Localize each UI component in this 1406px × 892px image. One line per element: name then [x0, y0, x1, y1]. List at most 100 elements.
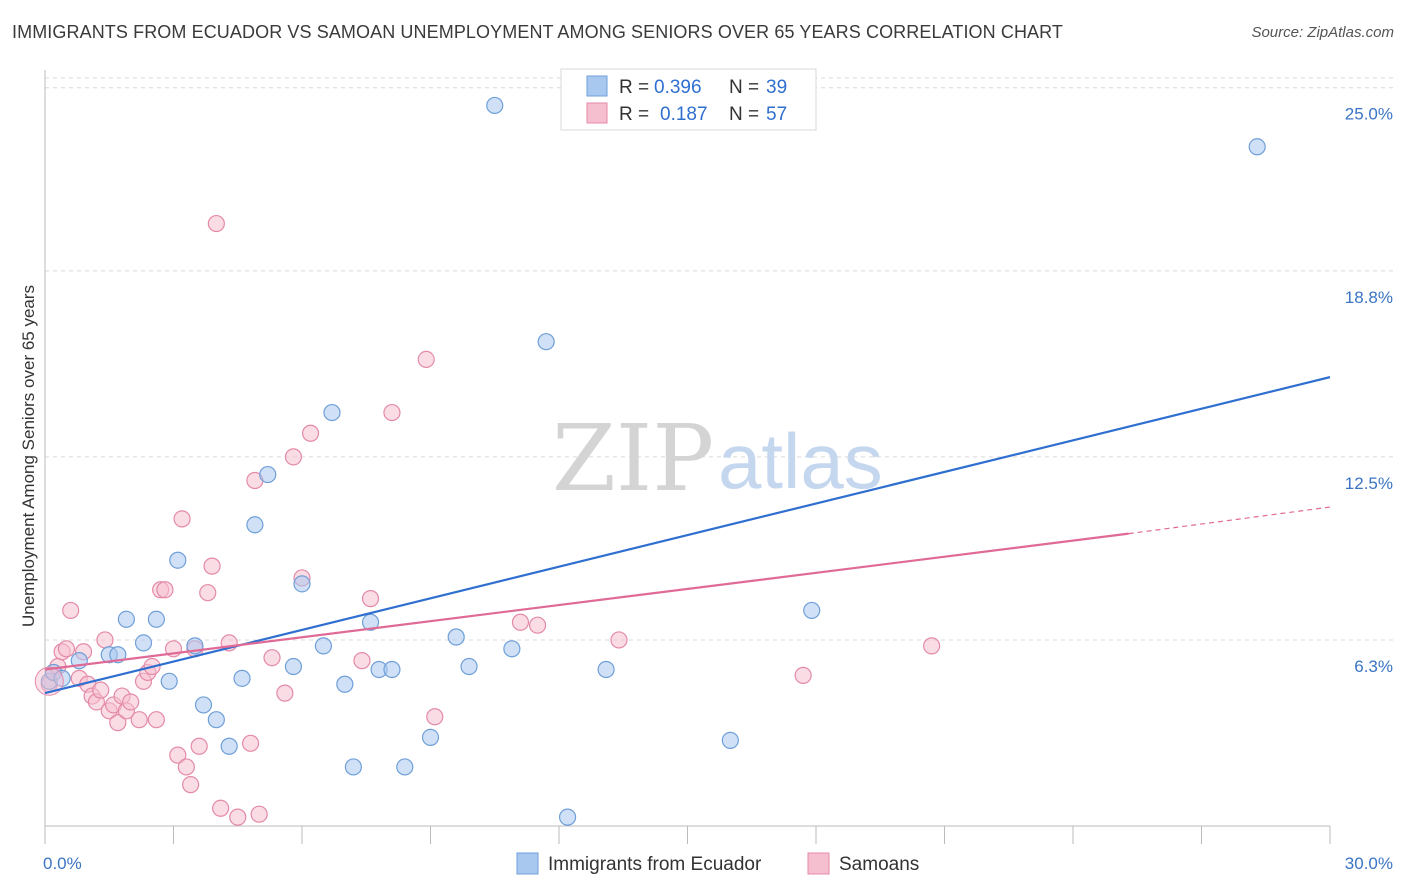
samoan-point: [96, 631, 114, 649]
legend: R = 0.396 N = 39 R = 0.187 N = 57: [560, 68, 817, 131]
ecuador-point: [558, 808, 577, 826]
samoan-point: [203, 557, 221, 575]
samoan-point: [353, 652, 371, 670]
ecuador-point: [447, 628, 465, 646]
ecuador-point: [160, 672, 178, 690]
ecuador-point: [323, 403, 341, 422]
x-tick-label: 0.0%: [43, 854, 82, 873]
samoan-point: [229, 808, 247, 826]
samoan-point: [173, 510, 191, 528]
grid-lines: [45, 77, 1393, 641]
ecuador-point: [293, 575, 311, 593]
cluster-point: [34, 666, 64, 696]
bottom-legend-swatch-samoan: [807, 852, 830, 875]
samoan-point: [147, 711, 165, 729]
legend-n-label-samoan: N =: [729, 104, 759, 125]
legend-n-value-ecuador: 39: [766, 77, 787, 98]
samoan-point: [301, 424, 320, 442]
source-label: Source: ZipAtlas.com: [1251, 24, 1394, 41]
x-tick-labels: 0.0% 30.0%: [43, 854, 1393, 873]
legend-n-label-ecuador: N =: [729, 77, 759, 98]
trend-lines: [44, 376, 1331, 695]
samoan-point: [361, 590, 380, 608]
samoan-point: [284, 448, 303, 466]
samoan-point: [92, 681, 110, 699]
ecuador-point: [1248, 138, 1266, 156]
y-axis-label: Unemployment Among Seniors over 65 years: [19, 285, 38, 627]
ecuador-point: [486, 96, 504, 115]
legend-r-value-ecuador: 0.396: [654, 77, 702, 98]
samoan-point: [794, 666, 812, 684]
ecuador-point: [314, 637, 333, 655]
samoan-point: [383, 403, 401, 422]
ecuador-point: [109, 646, 127, 664]
samoan-point: [177, 758, 195, 776]
legend-r-value-samoan: 0.187: [660, 104, 708, 125]
legend-swatch-samoan: [586, 102, 608, 124]
samoan-point: [190, 737, 208, 755]
samoan-point: [250, 805, 268, 823]
watermark-zip: ZIP: [552, 405, 714, 512]
ecuador-point: [396, 758, 414, 776]
samoan-trend-extension: [1128, 506, 1331, 535]
samoan-point: [169, 746, 187, 764]
ecuador-point: [194, 696, 213, 714]
y-tick-label: 25.0%: [1345, 105, 1393, 124]
ecuador-trend-line: [44, 376, 1331, 695]
legend-swatch-ecuador: [586, 75, 608, 97]
ecuador-point: [344, 758, 362, 776]
samoan-point: [57, 640, 76, 658]
ecuador-point: [284, 657, 303, 676]
legend-n-value-samoan: 57: [766, 104, 787, 125]
data-points: [34, 96, 1266, 826]
samoan-point: [426, 708, 444, 726]
watermark-atlas: atlas: [718, 417, 883, 505]
samoan-point: [122, 693, 140, 711]
ecuador-point: [169, 551, 187, 569]
samoan-point: [263, 649, 281, 667]
ecuador-point: [134, 634, 153, 652]
y-tick-label: 6.3%: [1354, 657, 1393, 676]
samoan-point: [610, 631, 628, 649]
bottom-legend-swatch-ecuador: [516, 852, 539, 875]
ecuador-point: [421, 728, 440, 747]
y-tick-labels: 6.3% 12.5% 18.8% 25.0%: [1345, 105, 1393, 676]
ecuador-point: [147, 610, 165, 628]
watermark: ZIP atlas: [552, 405, 883, 512]
ecuador-point: [117, 610, 135, 628]
samoan-point: [156, 581, 174, 599]
x-tick-label: 30.0%: [1345, 854, 1393, 873]
ecuador-point: [361, 613, 380, 631]
ecuador-point: [220, 737, 238, 755]
samoan-point: [417, 350, 435, 369]
ecuador-point: [259, 465, 277, 484]
samoan-point: [511, 613, 530, 631]
legend-r-label-ecuador: R =: [619, 77, 649, 98]
samoan-point: [207, 214, 225, 233]
ecuador-point: [537, 333, 555, 351]
bottom-legend-samoan: Samoans: [839, 854, 919, 875]
samoan-point: [199, 584, 217, 602]
samoan-point: [276, 684, 294, 702]
y-tick-label: 12.5%: [1345, 474, 1393, 493]
ecuador-point: [383, 660, 401, 679]
legend-r-label-samoan: R =: [619, 104, 649, 125]
ecuador-point: [597, 660, 615, 679]
ecuador-point: [207, 711, 225, 729]
samoan-trend-line: [44, 532, 1129, 671]
bottom-legend-ecuador: Immigrants from Ecuador: [548, 854, 762, 875]
ecuador-point: [803, 601, 821, 620]
samoan-point: [528, 616, 547, 634]
ecuador-point: [336, 675, 354, 693]
samoan-point: [109, 714, 127, 732]
samoan-point: [182, 776, 200, 794]
ecuador-point: [503, 640, 521, 658]
axes: [44, 70, 1331, 844]
bottom-legend: Immigrants from Ecuador Samoans: [516, 852, 919, 875]
samoan-point: [130, 711, 148, 729]
samoan-point: [923, 637, 941, 655]
chart-title: IMMIGRANTS FROM ECUADOR VS SAMOAN UNEMPL…: [12, 22, 1064, 42]
y-tick-label: 18.8%: [1345, 288, 1393, 307]
ecuador-point: [460, 657, 478, 676]
